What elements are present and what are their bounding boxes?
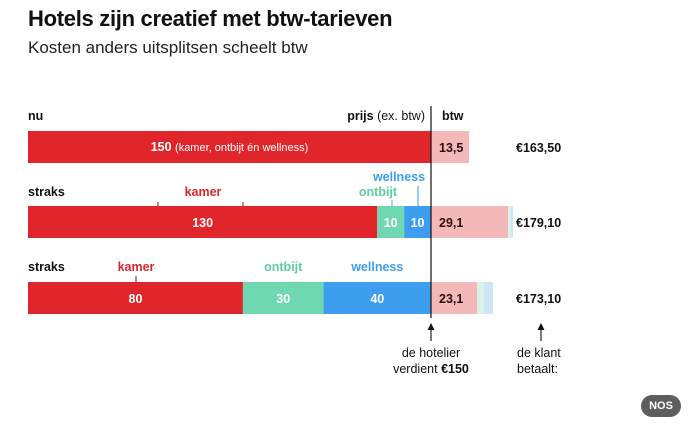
segment-caption-ontbijt: ontbijt — [359, 185, 398, 199]
bar-segment-kamer — [28, 206, 378, 238]
btw-value-label: 13,5 — [439, 141, 463, 155]
segment-caption-kamer: kamer — [185, 185, 222, 199]
bar-value-label: 150 (kamer, ontbijt én wellness) — [151, 140, 309, 154]
row-total-label: €163,50 — [516, 141, 561, 155]
bar-segment-btw — [431, 131, 469, 163]
btw-value-label: 23,1 — [439, 292, 463, 306]
annotation-line2: betaalt: — [517, 362, 558, 376]
chart-title: Hotels zijn creatief met btw-tarieven — [28, 6, 393, 31]
bar-value-label: 10 — [411, 216, 425, 230]
row-label: straks — [28, 260, 65, 274]
row-label: straks — [28, 185, 65, 199]
annotation-line1: de hotelier — [402, 346, 460, 360]
bar-value-label: 10 — [384, 216, 398, 230]
bar-segment-kamer — [28, 131, 431, 163]
bar-segment-wellness — [404, 206, 431, 238]
bar-segment-ontbijt — [377, 206, 405, 238]
nos-logo-badge: NOS — [641, 395, 681, 417]
bar-value-label: 30 — [276, 292, 290, 306]
bar-segment-kamer — [28, 282, 243, 314]
bar-segment-btw-extra_ontbijt — [508, 206, 511, 238]
bar-value-label: 40 — [370, 292, 384, 306]
column-header-btw: btw — [442, 109, 464, 123]
segment-caption-ontbijt: ontbijt — [264, 260, 303, 274]
bar-segment-btw-extra_wellness — [511, 206, 513, 238]
bar-value-label: 80 — [129, 292, 143, 306]
annotation-line2: verdient €150 — [393, 362, 469, 376]
annotation-arrow-head — [537, 323, 545, 330]
bar-segment-ontbijt — [242, 282, 324, 314]
bar-value-label: 130 — [192, 216, 213, 230]
bar-segment-btw-extra_wellness — [484, 282, 493, 314]
annotation-arrow-head — [427, 323, 435, 330]
bar-segment-wellness — [323, 282, 431, 314]
bar-segment-btw — [431, 206, 508, 238]
column-header-price: prijs (ex. btw) — [347, 109, 425, 123]
row-label: nu — [28, 109, 43, 123]
segment-caption-kamer: kamer — [118, 260, 155, 274]
segment-caption-wellness: wellness — [372, 170, 425, 184]
segment-caption-wellness: wellness — [350, 260, 403, 274]
chart-subtitle: Kosten anders uitsplitsen scheelt btw — [28, 38, 308, 57]
bar-segment-btw-extra_ontbijt — [477, 282, 484, 314]
row-total-label: €173,10 — [516, 292, 561, 306]
row-total-label: €179,10 — [516, 216, 561, 230]
btw-value-label: 29,1 — [439, 216, 463, 230]
annotation-line1: de klant — [517, 346, 561, 360]
bar-segment-btw — [431, 282, 477, 314]
